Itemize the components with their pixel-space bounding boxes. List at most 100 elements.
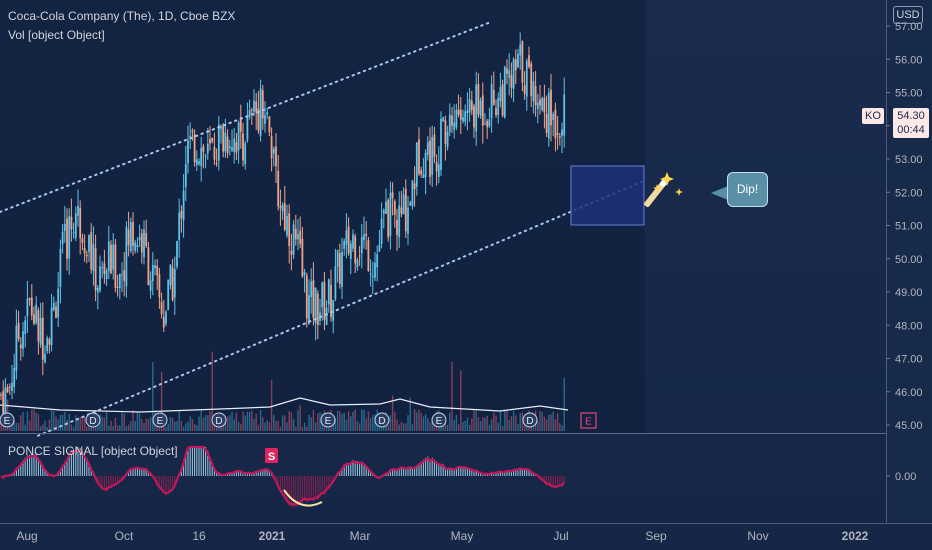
indicator-axis[interactable]: 0.00 <box>886 471 916 483</box>
annotation-bubble[interactable]: Dip! <box>727 172 768 207</box>
last-price-value: 54.30 <box>897 110 925 122</box>
candle-body <box>402 194 405 215</box>
candle-body <box>19 344 22 349</box>
volume-bar <box>237 422 240 431</box>
candle-body <box>255 101 258 113</box>
candle-body <box>202 146 205 152</box>
volume-bar <box>246 411 249 431</box>
volume-bar <box>86 426 88 431</box>
earnings-marker[interactable] <box>431 412 447 428</box>
volume-bar <box>64 412 66 431</box>
volume-bar <box>411 424 414 431</box>
candle-body <box>55 306 57 318</box>
candle-body <box>125 226 128 287</box>
volume-bar <box>191 419 194 431</box>
candle-body <box>501 84 504 116</box>
volume-bar <box>317 413 319 431</box>
candle-body <box>341 252 343 287</box>
candle-body <box>8 386 11 388</box>
volume-bar <box>339 411 341 431</box>
candle-body <box>233 138 236 152</box>
channel-lower-line[interactable] <box>37 179 645 437</box>
volume-bar <box>475 411 477 431</box>
currency-badge[interactable]: USD <box>893 6 923 24</box>
volume-bar <box>147 418 150 431</box>
candle-body <box>237 122 240 151</box>
volume-bar <box>11 422 13 431</box>
volume-bar <box>279 426 282 431</box>
candle-body <box>422 174 425 178</box>
volume-bar <box>31 409 33 431</box>
candle-body <box>79 207 82 239</box>
channel-upper-line[interactable] <box>0 21 491 213</box>
sell-signal-marker[interactable] <box>265 448 278 463</box>
candle-body <box>314 287 317 324</box>
legend-indicator[interactable]: PONCE SIGNAL [object Object] <box>8 444 178 458</box>
candle-body <box>169 264 172 286</box>
dividend-marker[interactable] <box>522 412 538 428</box>
candle-body <box>360 236 363 254</box>
candle-body <box>352 234 354 249</box>
candle-body <box>470 100 473 111</box>
volume-bar <box>134 421 136 431</box>
volume-bar <box>224 421 227 431</box>
magic-wand-icon <box>644 172 683 208</box>
volume-bar <box>75 415 77 431</box>
volume-bar <box>264 422 266 431</box>
candle-body <box>44 354 46 363</box>
candle-body <box>228 146 231 149</box>
candle-body <box>508 70 511 78</box>
volume-bar <box>81 417 84 431</box>
volume-bar <box>26 411 29 431</box>
earnings-marker[interactable] <box>152 412 168 428</box>
candle-body <box>528 55 530 68</box>
volume-bar <box>473 409 475 431</box>
trend-channel[interactable] <box>0 21 645 437</box>
candle-body <box>514 59 517 71</box>
dividend-marker[interactable] <box>374 412 390 428</box>
volume-bar <box>303 422 306 431</box>
candle-body <box>558 135 561 138</box>
dividend-marker[interactable] <box>85 412 101 428</box>
volume-bar <box>185 423 187 431</box>
volume-bar <box>200 409 202 431</box>
candle-body <box>26 298 29 317</box>
upcoming-earnings-marker[interactable] <box>580 412 597 429</box>
candle-body <box>103 263 106 275</box>
time-axis[interactable]: Aug Oct 16 2021 Mar May Jul Sep Nov 2022 <box>16 529 868 543</box>
candle-body <box>15 325 18 371</box>
earnings-marker[interactable] <box>0 412 15 428</box>
volume-bar <box>121 411 123 431</box>
volume-bar <box>110 420 112 431</box>
volume-bar <box>455 414 458 431</box>
candle-body <box>286 215 288 236</box>
candle-body <box>550 89 552 126</box>
earnings-marker[interactable] <box>320 412 336 428</box>
projection-box[interactable] <box>570 165 645 226</box>
volume-bar <box>306 426 308 431</box>
volume-bar <box>504 409 506 431</box>
candle-body <box>37 310 40 342</box>
volume-bar <box>132 410 134 431</box>
volume-bar <box>270 379 273 431</box>
candle-body <box>140 233 143 253</box>
legend-main-title[interactable]: Coca-Cola Company (The), 1D, Cboe BZX <box>8 9 236 23</box>
candle-body <box>132 222 134 246</box>
volume-bar <box>548 414 550 431</box>
volume-bar <box>508 419 510 431</box>
volume-bar <box>413 409 416 431</box>
candle-body <box>235 142 238 153</box>
candle-body <box>297 234 299 240</box>
volume-bar <box>50 410 53 431</box>
volume-bar <box>479 421 482 431</box>
volume-bar <box>400 421 403 431</box>
candle-body <box>39 317 42 345</box>
candle-body <box>466 110 469 114</box>
signal-line <box>0 445 566 506</box>
candle-body <box>499 87 502 102</box>
dividend-marker[interactable] <box>211 412 227 428</box>
legend-volume[interactable]: Vol [object Object] <box>8 28 105 42</box>
price-axis-background[interactable] <box>886 0 932 523</box>
volume-bar <box>215 424 218 431</box>
